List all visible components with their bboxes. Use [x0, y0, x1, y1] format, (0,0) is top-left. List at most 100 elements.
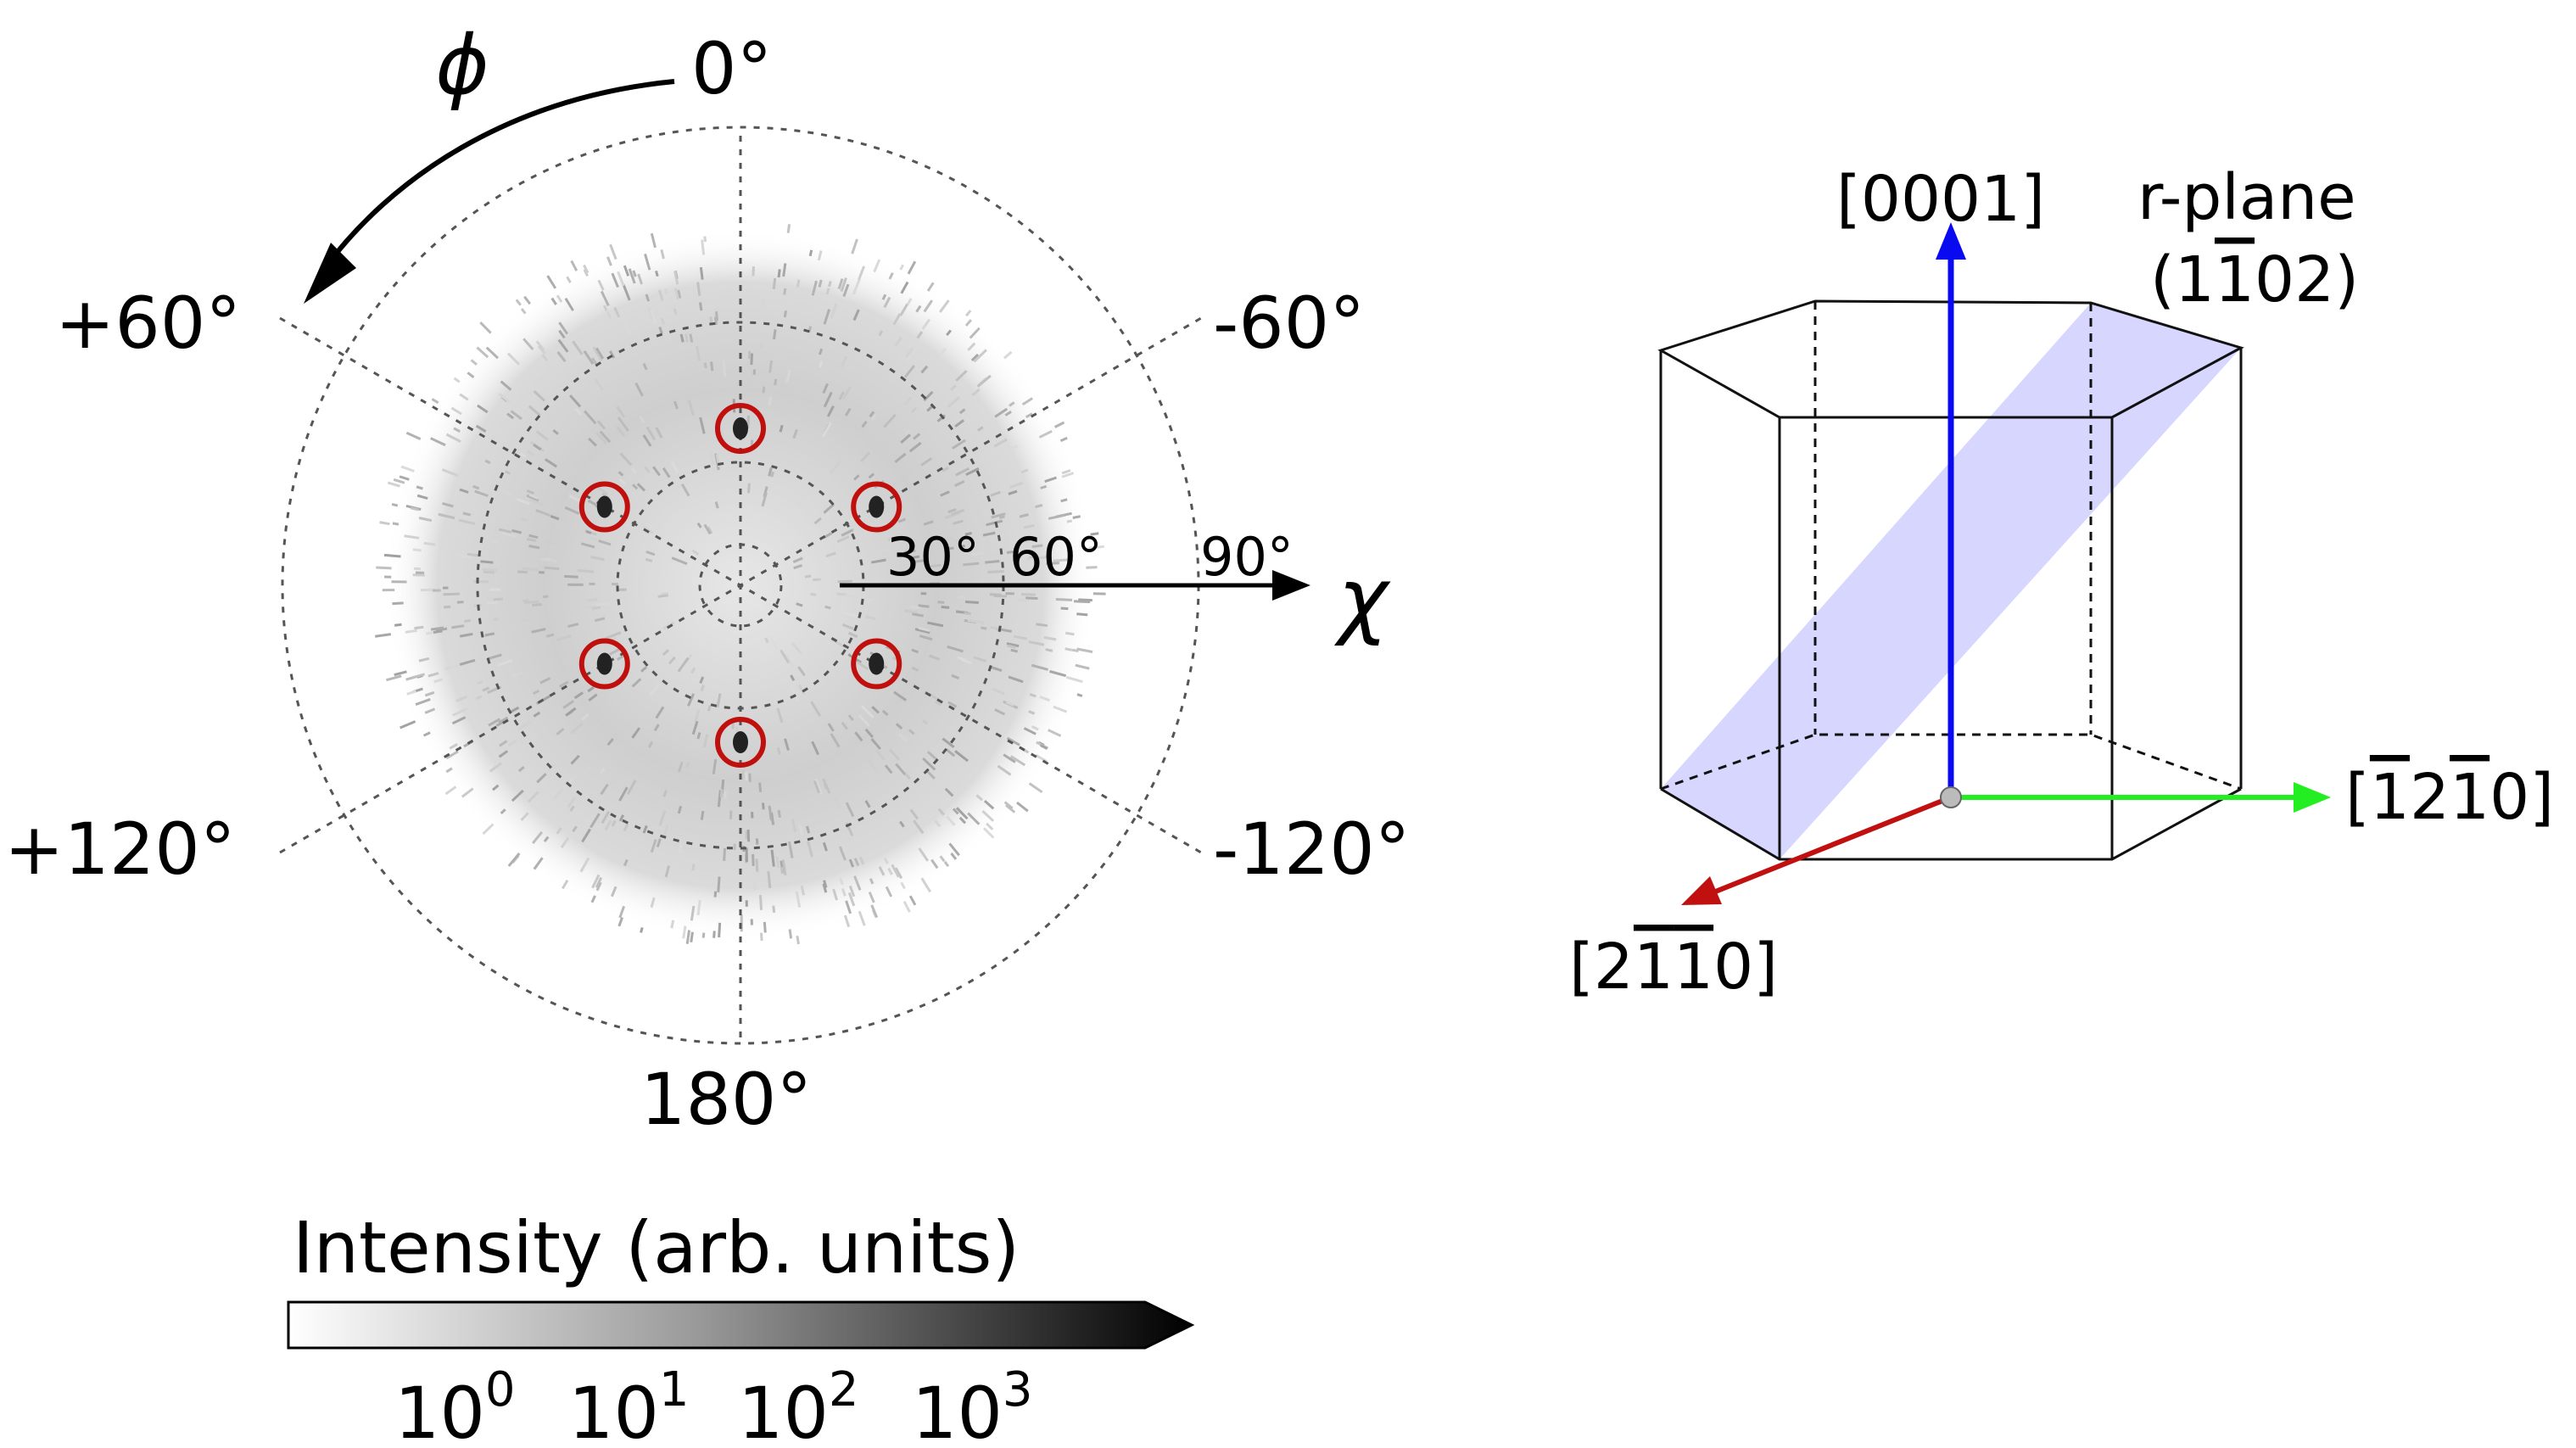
speckle-mark	[967, 812, 981, 825]
speckle-mark	[1044, 476, 1058, 484]
pole-highlight-circle	[851, 481, 902, 533]
speckle-mark	[637, 273, 643, 285]
speckle-mark	[416, 485, 423, 490]
speckle-mark	[714, 311, 718, 321]
speckle-mark	[768, 467, 773, 477]
speckle-mark	[1003, 801, 1014, 810]
speckle-mark	[649, 683, 661, 696]
speckle-mark	[431, 398, 439, 405]
colorbar-bar	[287, 1300, 1195, 1350]
speckle-mark	[687, 693, 696, 707]
speckle-mark	[813, 517, 822, 525]
speckle-mark	[459, 393, 469, 401]
pole-highlight-circle	[578, 638, 630, 690]
speckle-mark	[719, 789, 724, 798]
speckle-mark	[870, 738, 881, 750]
speckle-mark	[864, 800, 871, 808]
speckle-mark	[567, 623, 579, 628]
speckle-mark	[838, 846, 847, 861]
speckle-mark	[535, 340, 545, 351]
speckle-mark	[869, 878, 874, 885]
speckle-mark	[920, 365, 929, 374]
speckle-mark	[813, 578, 821, 582]
speckle-mark	[840, 355, 848, 368]
speckle-mark	[663, 288, 668, 295]
speckle-mark	[699, 266, 704, 280]
speckle-mark	[606, 256, 612, 266]
speckle-mark	[696, 282, 701, 296]
speckle-mark	[590, 357, 598, 366]
colorbar-ticks: 100 101 102 103	[394, 1362, 1033, 1448]
speckle-mark	[753, 881, 757, 891]
speckle-mark	[991, 512, 1006, 519]
speckle-mark	[947, 701, 958, 708]
speckle-mark	[870, 904, 879, 919]
speckle-mark	[921, 318, 931, 330]
speckle-mark	[613, 306, 621, 318]
speckle-mark	[1005, 803, 1016, 813]
speckle-mark	[640, 927, 644, 933]
speckle-mark	[851, 238, 858, 254]
speckle-mark	[450, 406, 462, 416]
pole-markers	[578, 403, 902, 768]
speckle-mark	[870, 558, 886, 564]
speckle-mark	[511, 528, 522, 534]
speckle-mark	[394, 623, 402, 627]
speckle-mark	[826, 405, 835, 417]
speckle-mark	[860, 705, 874, 718]
speckle-mark	[916, 331, 924, 339]
speckle-mark	[935, 700, 942, 707]
speckle-mark	[958, 544, 965, 549]
speckle-mark	[840, 277, 847, 293]
crystal-bottom-front	[1660, 787, 2242, 861]
speckle-mark	[847, 714, 854, 722]
speckle-mark	[912, 612, 924, 618]
speckle-mark	[678, 843, 683, 854]
speckle-mark	[506, 352, 521, 366]
speckle-mark	[943, 860, 950, 868]
speckle-mark	[1017, 598, 1027, 602]
phi-label-plus120: +120°	[4, 808, 236, 891]
speckle-mark	[645, 294, 651, 302]
speckle-mark	[844, 407, 852, 417]
speckle-mark	[700, 810, 705, 820]
speckle-mark	[945, 815, 956, 826]
speckle-mark	[717, 790, 722, 808]
speckle-mark	[957, 656, 967, 662]
speckle-mark	[533, 711, 541, 718]
speckle-mark	[477, 680, 483, 685]
speckle-mark	[796, 500, 802, 507]
speckle-mark	[695, 345, 701, 361]
speckle-mark	[900, 433, 911, 444]
speckle-mark	[526, 489, 534, 495]
speckle-mark	[900, 281, 909, 294]
speckle-mark	[556, 728, 565, 735]
speckle-mark	[520, 517, 528, 522]
speckle-mark	[557, 338, 569, 353]
speckle-mark	[376, 566, 392, 570]
speckle-mark	[914, 628, 930, 635]
speckle-mark	[650, 897, 656, 908]
speckle-mark	[453, 377, 461, 383]
speckle-mark	[983, 800, 995, 810]
speckle-mark	[631, 491, 645, 504]
speckle-mark	[767, 870, 772, 889]
speckle-mark	[616, 426, 626, 437]
speckle-mark	[500, 380, 512, 391]
speckle-mark	[808, 249, 813, 257]
speckle-mark	[951, 674, 960, 680]
speckle-mark	[894, 336, 902, 348]
speckle-mark	[580, 542, 595, 549]
speckle-mark	[590, 813, 601, 829]
speckle-mark	[582, 604, 596, 609]
speckle-mark	[885, 886, 893, 897]
speckle-mark	[483, 570, 495, 574]
speckle-mark	[622, 636, 629, 642]
speckle-mark	[836, 592, 847, 596]
speckle-mark	[519, 452, 526, 458]
speckle-mark	[656, 838, 662, 847]
speckle-mark	[864, 728, 874, 739]
speckle-mark	[1045, 648, 1053, 652]
speckle-mark	[1065, 631, 1075, 636]
speckle-mark	[880, 547, 891, 553]
